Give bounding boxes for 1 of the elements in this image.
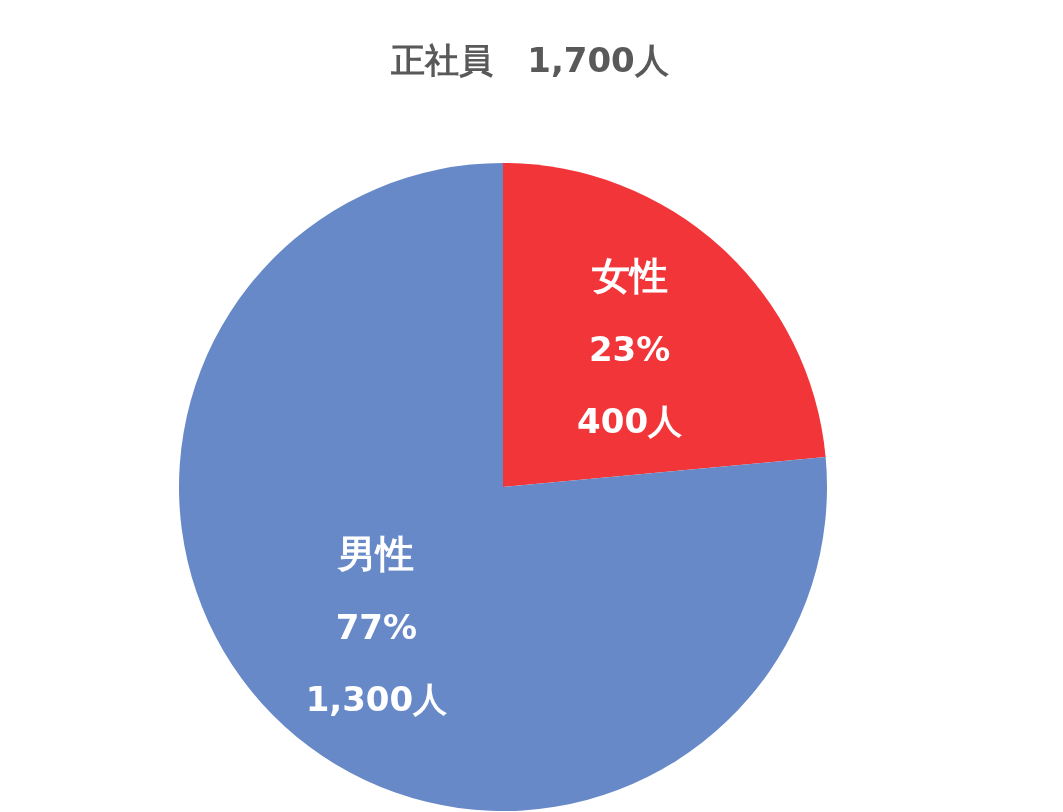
- title: 正社員 1,700人: [391, 40, 669, 80]
